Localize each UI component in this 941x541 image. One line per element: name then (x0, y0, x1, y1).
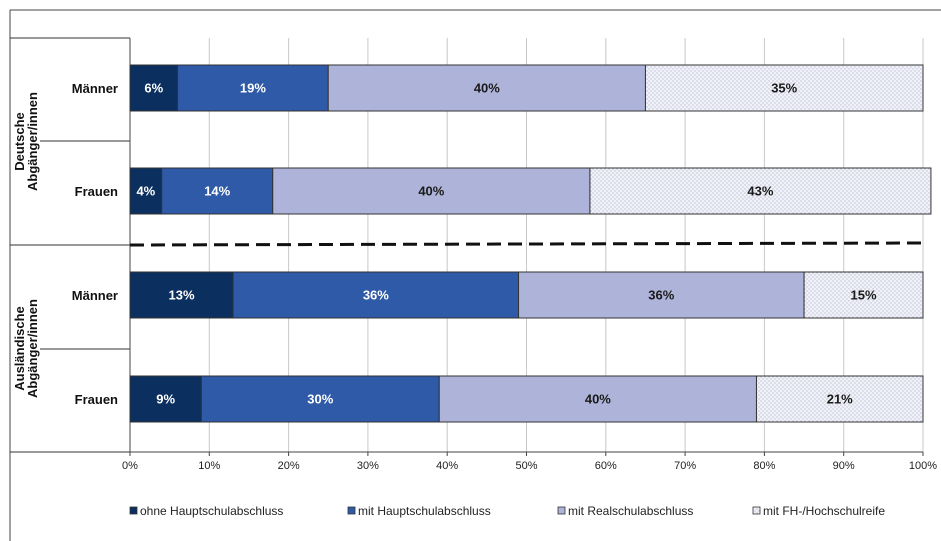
row-label: Männer (72, 288, 118, 303)
x-tick-label: 100% (909, 460, 937, 472)
legend-swatch (129, 506, 138, 515)
bar-segment (272, 167, 591, 215)
group-label-line: Deutsche (12, 112, 27, 171)
x-tick-label: 90% (833, 460, 855, 472)
data-label: 15% (851, 288, 877, 303)
legend-label: mit FH-/Hochschulreife (763, 504, 885, 518)
bar-segment (589, 167, 932, 215)
row-label: Frauen (75, 184, 118, 199)
x-tick-label: 10% (198, 460, 220, 472)
x-tick-label: 50% (515, 460, 537, 472)
data-label: 6% (144, 81, 163, 96)
legend-label: mit Realschulabschluss (568, 504, 693, 518)
group-label: DeutscheAbgänger/innen (12, 92, 40, 191)
legend-swatch (347, 506, 356, 515)
bar-segment (129, 167, 163, 215)
x-tick-label: 60% (595, 460, 617, 472)
data-label: 4% (136, 184, 155, 199)
bar-segment (129, 375, 202, 423)
group-label-line: Abgänger/innen (25, 299, 40, 398)
x-tick-label: 70% (674, 460, 696, 472)
group-label-line: Abgänger/innen (25, 92, 40, 191)
bar-segment (327, 64, 646, 112)
data-label: 9% (156, 392, 175, 407)
bar-segment (755, 375, 924, 423)
data-label: 19% (240, 81, 266, 96)
data-label: 40% (585, 392, 611, 407)
bar-segment (438, 375, 757, 423)
group-label-line: Ausländische (12, 306, 27, 391)
data-label: 43% (747, 184, 773, 199)
x-tick-label: 80% (753, 460, 775, 472)
data-label: 35% (771, 81, 797, 96)
legend-swatch (752, 506, 761, 515)
data-label: 40% (418, 184, 444, 199)
bar-segment (644, 64, 924, 112)
data-label: 30% (307, 392, 333, 407)
group-separator-dashed (129, 241, 922, 247)
x-tick-label: 30% (357, 460, 379, 472)
data-label: 21% (827, 392, 853, 407)
legend-swatch (557, 506, 566, 515)
legend-label: ohne Hauptschulabschluss (140, 504, 283, 518)
data-label: 40% (474, 81, 500, 96)
bar-segment (232, 271, 520, 319)
bar-segment (803, 271, 924, 319)
data-label: 14% (204, 184, 230, 199)
row-label: Männer (72, 81, 118, 96)
x-tick-label: 0% (122, 460, 138, 472)
legend-label: mit Hauptschulabschluss (358, 504, 491, 518)
group-label: AusländischeAbgänger/innen (12, 299, 40, 398)
data-label: 13% (169, 288, 195, 303)
data-label: 36% (363, 288, 389, 303)
row-label: Frauen (75, 392, 118, 407)
data-label: 36% (648, 288, 674, 303)
x-tick-label: 40% (436, 460, 458, 472)
bar-segment (161, 167, 274, 215)
x-tick-label: 20% (278, 460, 300, 472)
bar-segment (200, 375, 440, 423)
